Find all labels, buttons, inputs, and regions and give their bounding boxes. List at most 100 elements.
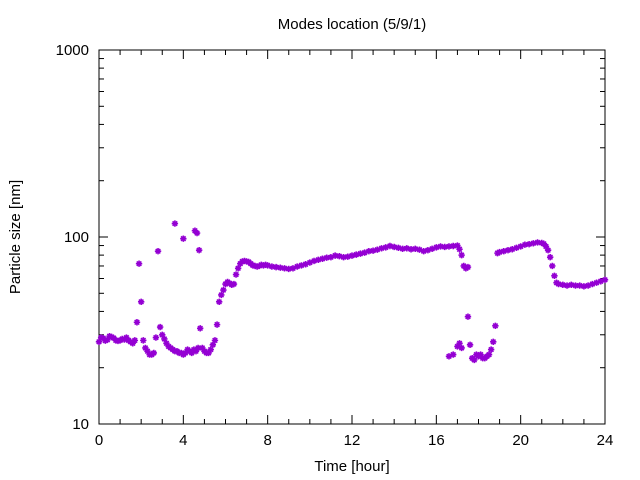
data-point	[199, 344, 206, 352]
data-point	[195, 246, 203, 254]
data-point	[549, 262, 556, 270]
x-tick-label: 16	[428, 432, 445, 449]
data-point	[496, 248, 503, 256]
data-point	[458, 251, 465, 259]
data-point	[395, 244, 402, 252]
data-point	[142, 344, 149, 352]
data-point	[159, 331, 166, 338]
y-tick-label: 100	[64, 229, 89, 246]
data-point	[454, 343, 461, 350]
data-point	[542, 243, 550, 250]
data-point	[477, 351, 484, 358]
data-point	[357, 250, 364, 257]
data-point	[382, 244, 389, 251]
data-point	[215, 298, 223, 306]
data-point	[466, 341, 474, 349]
data-point	[601, 276, 609, 284]
data-point	[171, 220, 179, 227]
data-point	[441, 243, 448, 251]
data-point	[150, 349, 158, 357]
data-point	[471, 356, 478, 364]
data-point	[428, 245, 436, 252]
data-point	[281, 265, 288, 272]
data-point	[504, 246, 512, 254]
data-point	[161, 335, 168, 343]
data-point	[129, 340, 136, 347]
x-tick-label: 4	[179, 432, 187, 449]
data-points	[95, 220, 609, 364]
data-point	[348, 252, 356, 259]
data-point	[133, 319, 141, 326]
data-point	[277, 264, 284, 271]
data-point	[123, 334, 130, 341]
data-point	[194, 344, 202, 352]
data-point	[538, 239, 545, 247]
data-point	[485, 351, 493, 358]
data-point	[420, 247, 427, 255]
data-point	[487, 346, 495, 353]
data-point	[144, 348, 151, 355]
data-point	[540, 240, 548, 247]
data-point	[445, 243, 453, 250]
data-point	[374, 246, 381, 253]
data-point	[95, 338, 103, 346]
data-point	[464, 263, 472, 271]
data-point	[180, 235, 187, 242]
data-point	[207, 346, 214, 353]
data-point	[456, 340, 463, 347]
data-point	[530, 240, 537, 247]
data-point	[437, 243, 444, 250]
data-point	[546, 253, 554, 261]
x-tick-label: 0	[95, 432, 103, 449]
data-point	[102, 337, 109, 344]
data-point	[593, 279, 600, 286]
data-point	[353, 251, 360, 258]
data-point	[412, 245, 419, 252]
data-point	[464, 313, 472, 320]
x-axis-title: Time [hour]	[314, 458, 389, 475]
data-point	[555, 280, 562, 288]
data-point	[220, 286, 227, 294]
data-point	[106, 332, 113, 340]
data-point	[365, 247, 373, 255]
data-point	[378, 245, 385, 252]
data-point	[154, 247, 162, 255]
data-point	[525, 241, 533, 248]
data-point	[285, 265, 292, 273]
data-point	[293, 263, 301, 270]
data-point	[458, 344, 465, 352]
data-point	[399, 245, 406, 252]
x-tick-label: 20	[512, 432, 529, 449]
data-point	[264, 262, 271, 269]
chart-title: Modes location (5/9/1)	[278, 16, 426, 33]
y-tick-label: 1000	[56, 42, 89, 59]
data-point	[492, 322, 499, 330]
data-point	[331, 252, 339, 259]
data-point	[450, 242, 457, 250]
data-point	[218, 291, 225, 299]
data-point	[211, 337, 219, 344]
data-point	[597, 278, 604, 285]
data-point	[584, 282, 592, 289]
data-point	[407, 246, 415, 253]
data-point	[445, 353, 453, 360]
data-point	[327, 253, 335, 261]
data-point	[323, 254, 330, 261]
data-point	[272, 263, 280, 271]
data-point	[450, 351, 457, 358]
data-point	[456, 246, 463, 253]
data-point	[576, 282, 583, 289]
y-axis-title: Particle size [nm]	[7, 180, 24, 294]
data-point	[580, 283, 588, 290]
data-point	[559, 281, 567, 289]
data-point	[319, 255, 326, 262]
data-point	[563, 282, 571, 289]
data-point	[234, 265, 242, 272]
data-point	[182, 349, 189, 357]
data-point	[131, 337, 139, 344]
data-point	[302, 261, 309, 268]
axis-tick-labels: 0 4 8 12 16 20 24 10 100 1000	[56, 42, 614, 449]
data-point	[500, 247, 507, 255]
data-point	[140, 337, 147, 344]
